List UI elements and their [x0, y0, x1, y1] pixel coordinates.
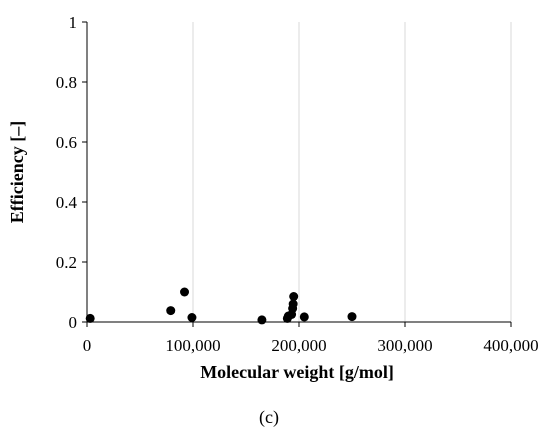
y-axis-title: Efficiency [–] — [7, 121, 27, 223]
gridlines — [192, 22, 512, 322]
y-tick-label: 0.6 — [56, 133, 77, 152]
x-axis-title: Molecular weight [g/mol] — [200, 362, 394, 382]
data-point — [180, 287, 190, 297]
data-point — [299, 312, 309, 322]
data-points — [85, 287, 357, 325]
y-tick-label: 0.2 — [56, 253, 77, 272]
y-tick-label: 1 — [69, 13, 78, 32]
data-point — [257, 315, 267, 325]
x-tick-labels: 0 100,000 200,000 300,000 400,000 — [83, 336, 539, 355]
x-tick-label: 300,000 — [377, 336, 432, 355]
x-tick-label: 400,000 — [483, 336, 538, 355]
y-tick-label: 0.4 — [56, 193, 78, 212]
x-tick-label: 200,000 — [271, 336, 326, 355]
x-tick-label: 100,000 — [165, 336, 220, 355]
axes — [82, 21, 512, 327]
data-point — [187, 313, 197, 322]
figure-caption: (c) — [259, 407, 279, 428]
x-tick-label: 0 — [83, 336, 92, 355]
data-point — [347, 312, 357, 322]
data-point — [289, 292, 299, 301]
data-point — [288, 299, 298, 309]
y-tick-label: 0.8 — [56, 73, 77, 92]
y-tick-labels: 0 0.2 0.4 0.6 0.8 1 — [56, 13, 78, 332]
y-tick-label: 0 — [69, 313, 78, 332]
data-point — [166, 306, 176, 316]
data-point — [85, 313, 95, 323]
